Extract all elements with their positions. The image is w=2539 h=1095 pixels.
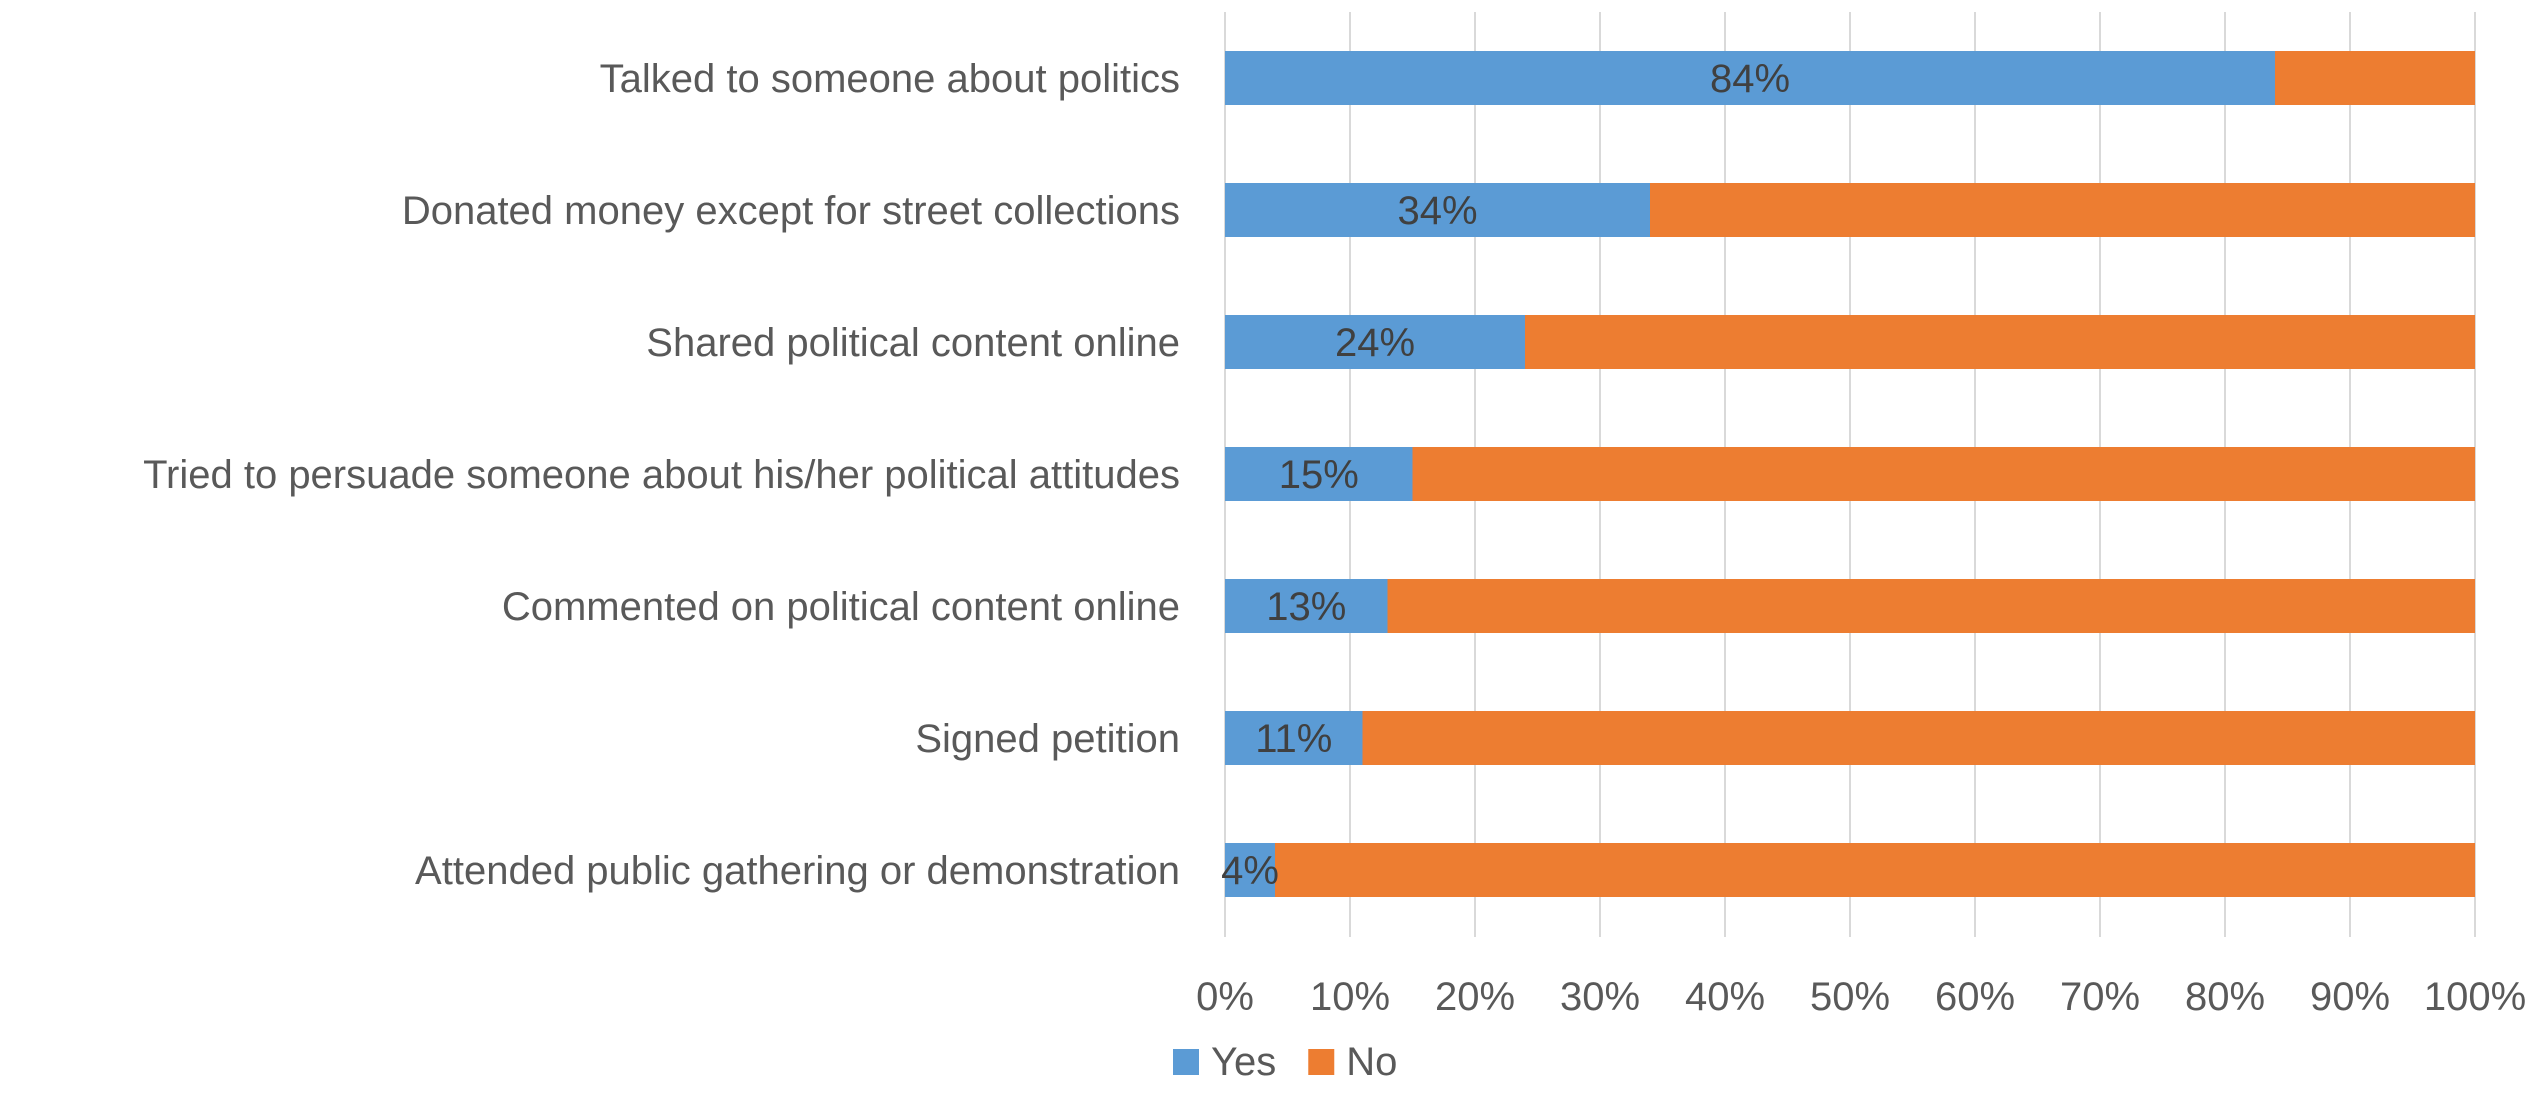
x-axis-tick-labels: 0% 10% 20% 30% 40% 50% 60% 70% 80% 90% 100% [1196,975,2526,1019]
bar-yes [1225,579,1388,633]
category-label: Attended public gathering or demonstrati… [415,849,1180,893]
data-label: 24% [1335,321,1415,365]
legend-label-no: No [1346,1040,1397,1084]
x-tick-label: 100% [2424,975,2526,1019]
category-label: Tried to persuade someone about his/her … [143,453,1180,497]
x-tick-label: 80% [2185,975,2265,1019]
data-label: 11% [1255,717,1332,761]
x-tick-label: 40% [1685,975,1765,1019]
category-label: Donated money except for street collecti… [402,189,1180,233]
category-label: Commented on political content online [502,585,1180,629]
bar-yes [1225,51,2275,105]
x-tick-label: 0% [1196,975,1254,1019]
data-label: 13% [1266,585,1346,629]
x-tick-label: 90% [2310,975,2390,1019]
category-label: Signed petition [915,717,1180,761]
x-tick-label: 70% [2060,975,2140,1019]
legend-swatch-yes [1173,1049,1199,1075]
bar-no [1275,843,2475,897]
bar-no [1387,579,2475,633]
bar-yes [1225,843,1275,897]
x-tick-label: 50% [1810,975,1890,1019]
x-tick-label: 30% [1560,975,1640,1019]
data-label: 84% [1710,57,1790,101]
data-label: 15% [1279,453,1359,497]
x-tick-label: 20% [1435,975,1515,1019]
legend-label-yes: Yes [1211,1040,1276,1084]
data-label: 34% [1397,189,1477,233]
bar-yes [1225,183,1650,237]
bar-yes [1225,315,1525,369]
bar-no [1650,183,2475,237]
data-label: 4% [1221,849,1279,893]
bars [1225,51,2475,897]
x-tick-label: 60% [1935,975,2015,1019]
legend: Yes No [1173,1040,1397,1084]
bar-no [2275,51,2475,105]
legend-swatch-no [1308,1049,1335,1075]
bar-yes [1225,447,1413,501]
bar-no [1412,447,2475,501]
bar-no [1362,711,2475,765]
data-labels: 84% 34% 24% 15% 13% 11% 4% [1221,57,1790,893]
bar-no [1525,315,2475,369]
category-labels: Talked to someone about politics Donated … [143,57,1180,893]
category-label: Talked to someone about politics [600,57,1180,101]
category-label: Shared political content online [646,321,1180,365]
bar-yes [1225,711,1363,765]
x-tick-label: 10% [1310,975,1390,1019]
